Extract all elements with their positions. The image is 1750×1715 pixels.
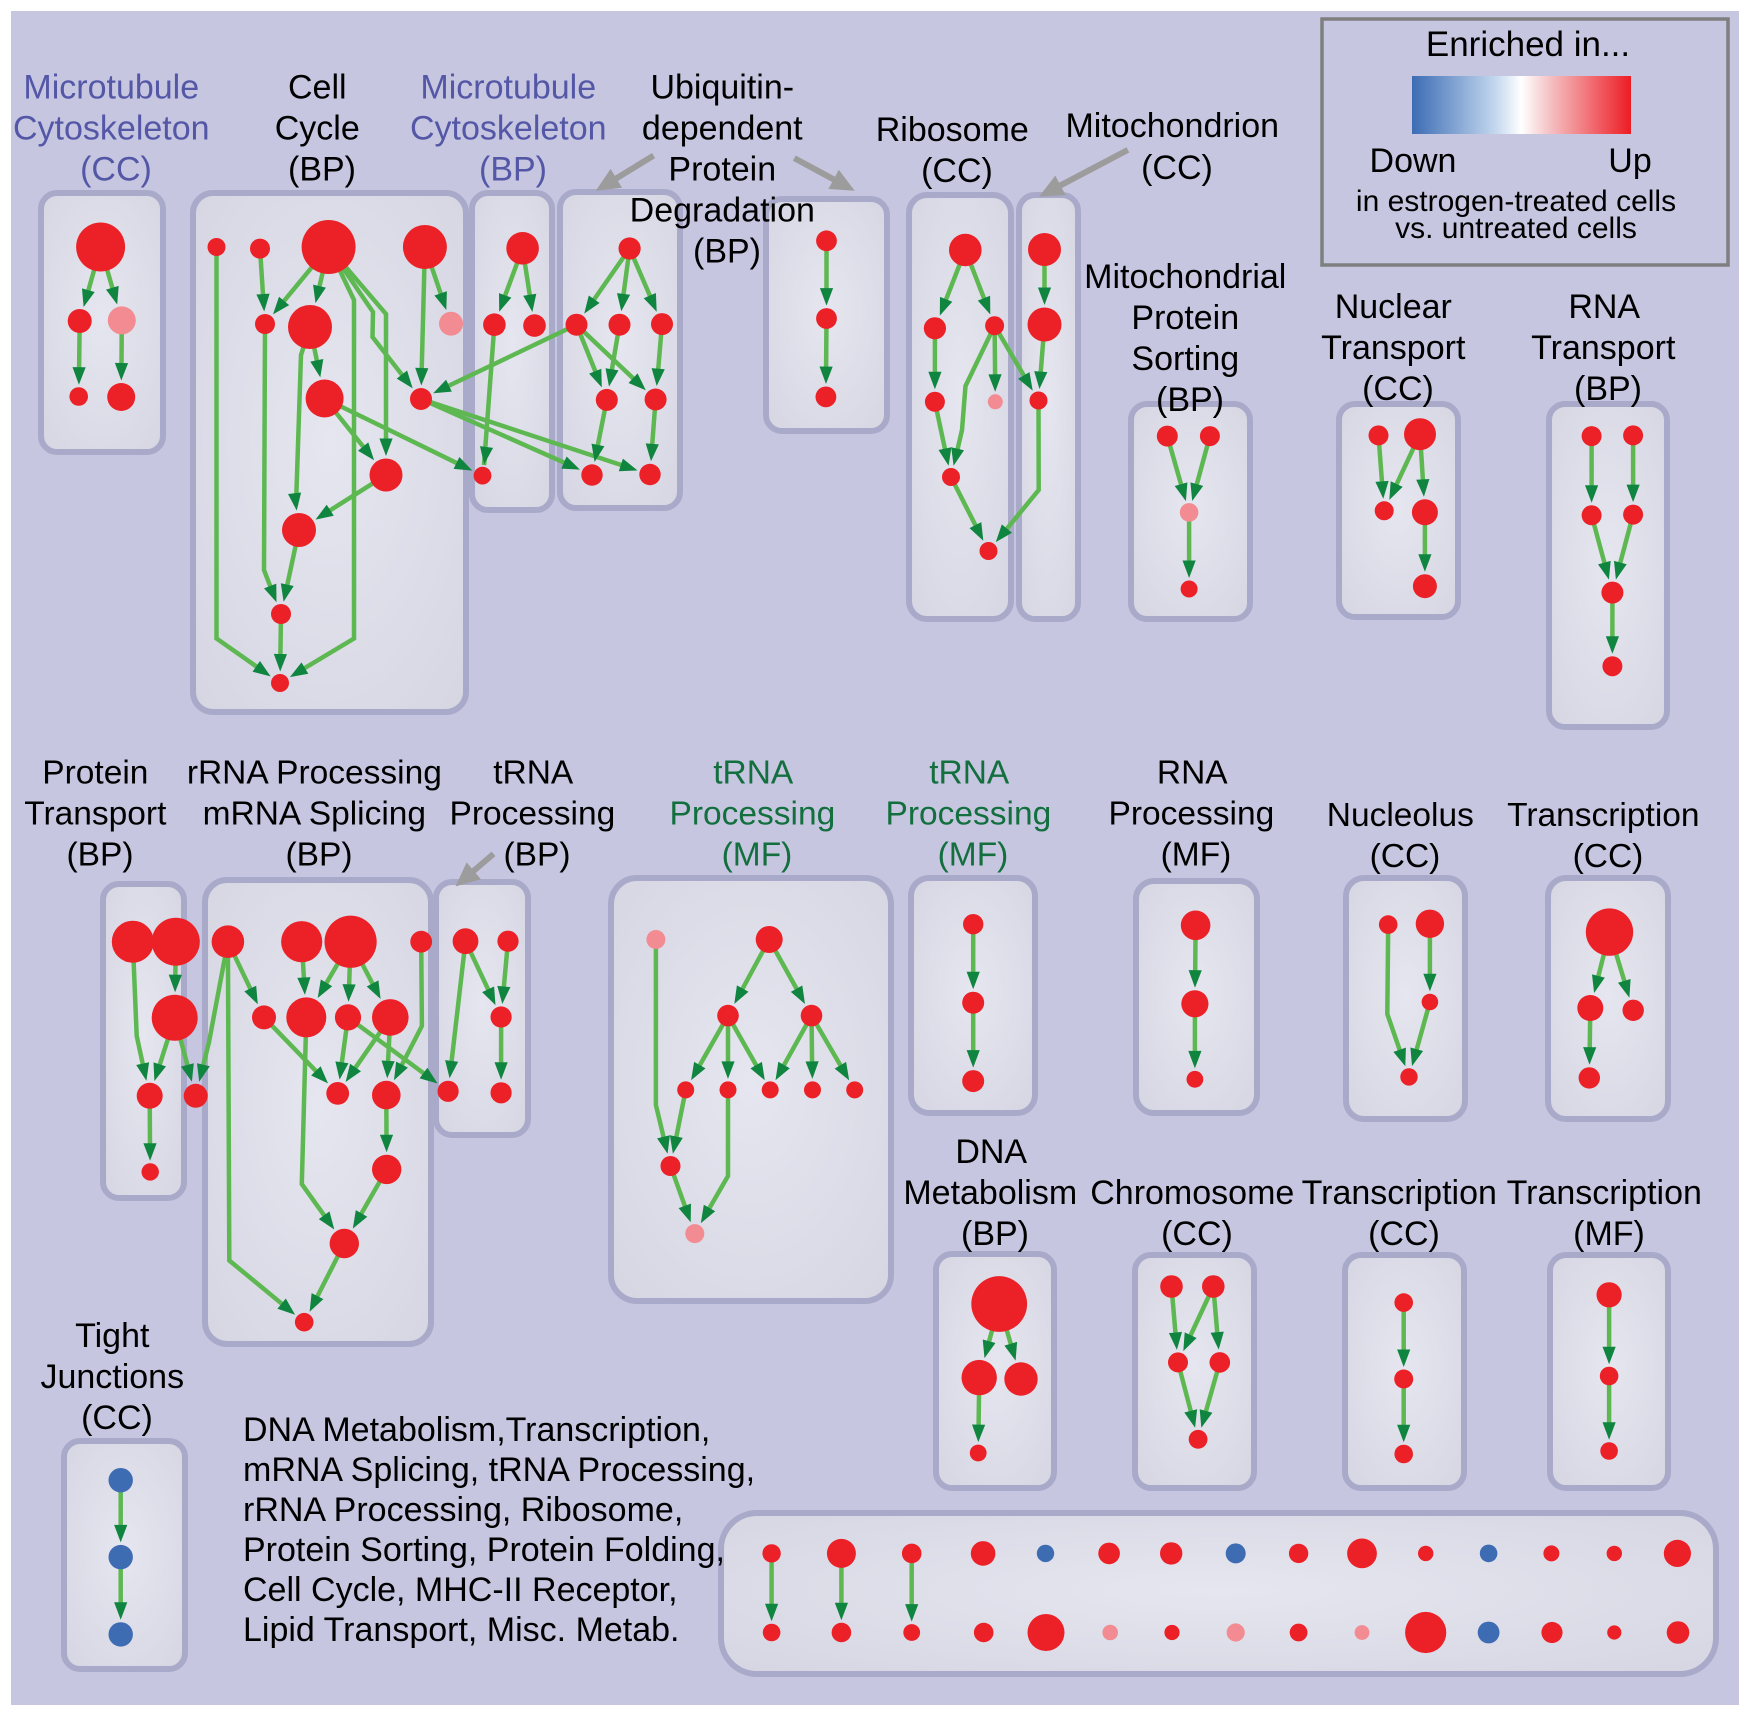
svg-text:Mitochondrial Protein Sorting: Mitochondrial Protein Sorting (BP) bbox=[1084, 258, 1296, 419]
svg-text:Nuclear Transport (CC): Nuclear Transport (CC) bbox=[1321, 288, 1475, 408]
svg-text:Nucleolus (CC): Nucleolus (CC) bbox=[1327, 797, 1483, 875]
svg-text:Cell Cycle (BP): Cell Cycle (BP) bbox=[275, 69, 369, 189]
svg-text:DNA Metabolism (BP): DNA Metabolism (BP) bbox=[903, 1133, 1086, 1253]
svg-text:Transcription (CC): Transcription (CC) bbox=[1507, 797, 1709, 875]
svg-text:tRNA Processing (MF): tRNA Processing (MF) bbox=[885, 755, 1060, 874]
svg-text:Protein Transport (BP): Protein Transport (BP) bbox=[24, 755, 175, 874]
svg-text:Microtubule Cytoskeleton (BP): Microtubule Cytoskeleton (BP) bbox=[410, 69, 616, 189]
svg-text:Tight Junctions (CC): Tight Junctions (CC) bbox=[40, 1317, 193, 1437]
svg-text:Ubiquitin- dependent Protein D: Ubiquitin- dependent Protein Degradation… bbox=[630, 69, 825, 271]
svg-text:tRNA Processing (MF): tRNA Processing (MF) bbox=[669, 755, 844, 874]
svg-text:Ribosome (CC): Ribosome (CC) bbox=[876, 111, 1039, 190]
svg-text:Up: Up bbox=[1608, 142, 1651, 180]
svg-text:Enriched in...: Enriched in... bbox=[1426, 25, 1630, 64]
svg-text:RNA Transport (BP): RNA Transport (BP) bbox=[1531, 288, 1685, 408]
svg-text:Chromosome (CC): Chromosome (CC) bbox=[1090, 1174, 1304, 1253]
svg-text:DNA Metabolism,Transcription,: DNA Metabolism,Transcription, mRNA Splic… bbox=[243, 1411, 765, 1649]
svg-text:rRNA Processing mRNA Splicing: rRNA Processing mRNA Splicing (BP) bbox=[187, 755, 451, 874]
svg-text:Microtubule Cytoskeleton (CC): Microtubule Cytoskeleton (CC) bbox=[13, 69, 219, 189]
svg-text:Transcription (CC): Transcription (CC) bbox=[1302, 1174, 1507, 1253]
svg-text:RNA Processing (MF): RNA Processing (MF) bbox=[1108, 755, 1283, 874]
svg-text:vs. untreated cells: vs. untreated cells bbox=[1395, 212, 1637, 245]
svg-text:Transcription (MF): Transcription (MF) bbox=[1507, 1174, 1712, 1253]
svg-text:Mitochondrion (CC): Mitochondrion (CC) bbox=[1065, 107, 1288, 187]
svg-text:tRNA Processing (BP): tRNA Processing (BP) bbox=[449, 755, 624, 874]
svg-text:Down: Down bbox=[1370, 142, 1457, 180]
svg-text:in estrogen-treated cells: in estrogen-treated cells bbox=[1356, 185, 1676, 218]
